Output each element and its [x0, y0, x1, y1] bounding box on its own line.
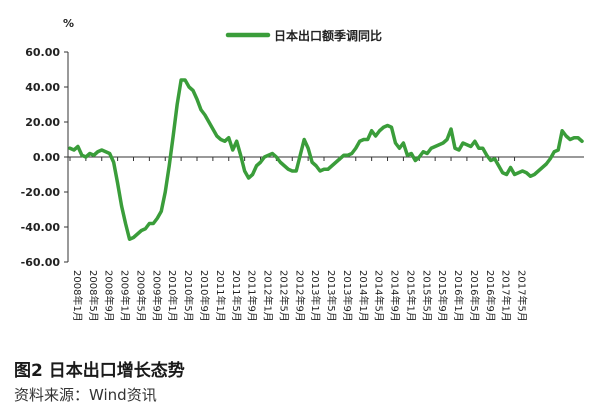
y-tick-label: 20.00 [25, 116, 60, 129]
x-tick-label: 2016年5月 [468, 270, 481, 322]
x-tick-label: 2012年9月 [293, 270, 306, 322]
x-tick-label: 2009年5月 [134, 270, 147, 322]
x-axis-ticks: 2008年1月 2008年5月 2008年9月 2009年1月 2009年5月 2009年… [69, 157, 529, 322]
x-tick-label: 2010年9月 [198, 270, 211, 322]
x-tick-label: 2011年1月 [214, 270, 227, 322]
y-tick-label: -40.00 [21, 221, 61, 234]
figure-source: 资料来源：Wind资讯 [14, 386, 157, 404]
y-tick-label: -60.00 [21, 256, 61, 269]
y-tick-label: 60.00 [25, 46, 60, 59]
x-tick-label: 2014年1月 [357, 270, 370, 322]
legend-label: 日本出口额季调同比 [274, 28, 382, 43]
y-tick-label: 0.00 [33, 151, 60, 164]
x-tick-label: 2009年9月 [150, 270, 163, 322]
x-tick-label: 2017年1月 [500, 270, 513, 322]
x-tick-label: 2009年1月 [119, 270, 132, 322]
x-tick-label: 2017年5月 [516, 270, 529, 322]
y-tick-label: -20.00 [21, 186, 61, 199]
x-tick-label: 2008年1月 [71, 270, 84, 322]
series-line-japan-export-yoy [68, 78, 584, 241]
x-tick-label: 2012年1月 [262, 270, 275, 322]
x-tick-label: 2014年9月 [389, 270, 402, 322]
x-tick-label: 2016年1月 [452, 270, 465, 322]
x-tick-label: 2013年1月 [309, 270, 322, 322]
x-tick-label: 2015年9月 [436, 270, 449, 322]
y-tick-label: 40.00 [25, 81, 60, 94]
x-tick-label: 2011年9月 [246, 270, 259, 322]
x-tick-label: 2015年1月 [404, 270, 417, 322]
x-tick-label: 2011年5月 [230, 270, 243, 322]
x-tick-label: 2015年5月 [420, 270, 433, 322]
x-tick-label: 2010年5月 [182, 270, 195, 322]
figure-caption: 图2 日本出口增长态势 [14, 361, 185, 381]
x-tick-label: 2008年5月 [87, 270, 100, 322]
line-chart: 日本出口额季调同比 % 60.00 40.00 20.00 0.00 -20.00 -40… [21, 17, 584, 322]
x-tick-label: 2014年5月 [373, 270, 386, 322]
x-tick-label: 2016年9月 [484, 270, 497, 322]
y-axis-ticks: 60.00 40.00 20.00 0.00 -20.00 -40.00 -60.00 [21, 46, 68, 269]
x-tick-label: 2010年1月 [166, 270, 179, 322]
legend: 日本出口额季调同比 [225, 28, 382, 43]
x-tick-label: 2013年9月 [341, 270, 354, 322]
x-tick-label: 2008年9月 [103, 270, 116, 322]
x-tick-label: 2012年5月 [277, 270, 290, 322]
y-axis-unit-label: % [63, 17, 74, 30]
x-tick-label: 2013年5月 [325, 270, 338, 322]
